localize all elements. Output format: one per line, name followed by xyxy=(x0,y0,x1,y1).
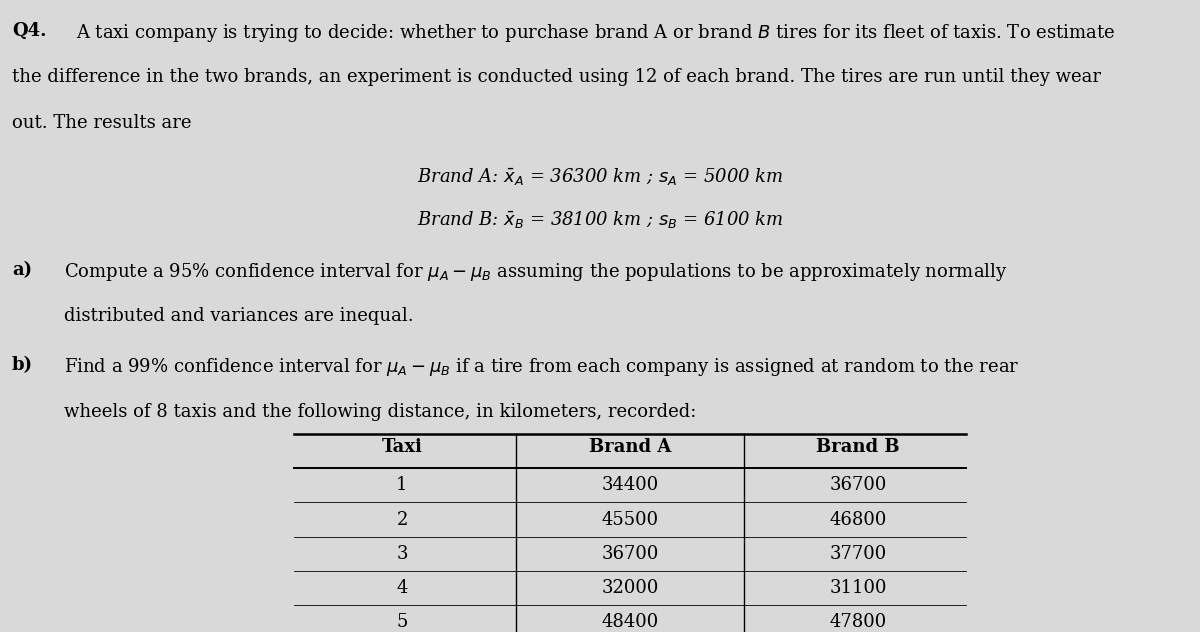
Text: 2: 2 xyxy=(396,511,408,528)
Text: A taxi company is trying to decide: whether to purchase brand A or brand $B$ tir: A taxi company is trying to decide: whet… xyxy=(76,22,1115,44)
Text: Find a 99% confidence interval for $\mu_A - \mu_B$ if a tire from each company i: Find a 99% confidence interval for $\mu_… xyxy=(64,356,1019,379)
Text: Q4.: Q4. xyxy=(12,22,47,40)
Text: wheels of 8 taxis and the following distance, in kilometers, recorded:: wheels of 8 taxis and the following dist… xyxy=(64,403,696,420)
Text: 34400: 34400 xyxy=(601,477,659,494)
Text: 3: 3 xyxy=(396,545,408,562)
Text: 1: 1 xyxy=(396,477,408,494)
Text: b): b) xyxy=(12,356,34,374)
Text: 32000: 32000 xyxy=(601,579,659,597)
Text: 4: 4 xyxy=(396,579,408,597)
Text: 47800: 47800 xyxy=(829,613,887,631)
Text: 5: 5 xyxy=(396,613,408,631)
Text: out. The results are: out. The results are xyxy=(12,114,192,132)
Text: Brand B: Brand B xyxy=(816,439,900,456)
Text: distributed and variances are inequal.: distributed and variances are inequal. xyxy=(64,307,413,325)
Text: 48400: 48400 xyxy=(601,613,659,631)
Text: 45500: 45500 xyxy=(601,511,659,528)
Text: Taxi: Taxi xyxy=(382,439,422,456)
Text: 36700: 36700 xyxy=(601,545,659,562)
Text: Brand B: $\bar{x}_B$ = 38100 km ; $s_B$ = 6100 km: Brand B: $\bar{x}_B$ = 38100 km ; $s_B$ … xyxy=(416,209,784,230)
Text: a): a) xyxy=(12,261,32,279)
Text: Compute a 95% confidence interval for $\mu_A - \mu_B$ assuming the populations t: Compute a 95% confidence interval for $\… xyxy=(64,261,1007,283)
Text: 31100: 31100 xyxy=(829,579,887,597)
Text: 37700: 37700 xyxy=(829,545,887,562)
Text: Brand A: Brand A xyxy=(589,439,671,456)
Text: Brand A: $\bar{x}_A$ = 36300 km ; $s_A$ = 5000 km: Brand A: $\bar{x}_A$ = 36300 km ; $s_A$ … xyxy=(416,166,784,187)
Text: the difference in the two brands, an experiment is conducted using 12 of each br: the difference in the two brands, an exp… xyxy=(12,68,1102,86)
Text: 46800: 46800 xyxy=(829,511,887,528)
Text: 36700: 36700 xyxy=(829,477,887,494)
